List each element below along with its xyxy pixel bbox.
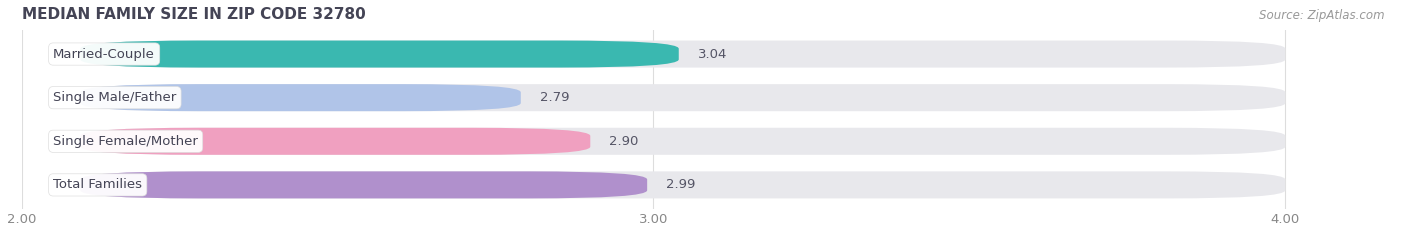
Text: Source: ZipAtlas.com: Source: ZipAtlas.com bbox=[1260, 9, 1385, 22]
FancyBboxPatch shape bbox=[80, 84, 1285, 111]
FancyBboxPatch shape bbox=[80, 41, 679, 68]
Text: Married-Couple: Married-Couple bbox=[53, 48, 155, 61]
FancyBboxPatch shape bbox=[80, 41, 1285, 68]
Text: 2.79: 2.79 bbox=[540, 91, 569, 104]
Text: 3.04: 3.04 bbox=[697, 48, 727, 61]
Text: MEDIAN FAMILY SIZE IN ZIP CODE 32780: MEDIAN FAMILY SIZE IN ZIP CODE 32780 bbox=[21, 7, 366, 22]
Text: Total Families: Total Families bbox=[53, 178, 142, 191]
FancyBboxPatch shape bbox=[80, 171, 1285, 199]
Text: Single Male/Father: Single Male/Father bbox=[53, 91, 177, 104]
FancyBboxPatch shape bbox=[80, 128, 1285, 155]
FancyBboxPatch shape bbox=[80, 171, 647, 199]
Text: 2.90: 2.90 bbox=[609, 135, 638, 148]
FancyBboxPatch shape bbox=[80, 128, 591, 155]
Text: 2.99: 2.99 bbox=[666, 178, 696, 191]
Text: Single Female/Mother: Single Female/Mother bbox=[53, 135, 198, 148]
FancyBboxPatch shape bbox=[80, 84, 520, 111]
